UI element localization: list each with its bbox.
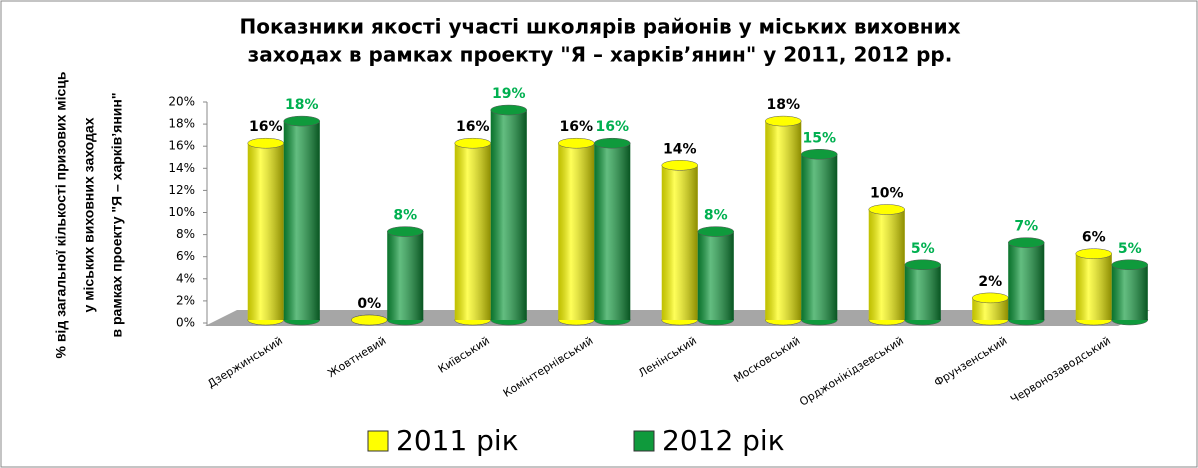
value-label: 16% [249,119,283,135]
bar-shade [765,121,802,320]
value-label: 19% [492,86,526,102]
legend-label: 2011 рік [396,424,519,457]
value-label: 7% [1014,219,1038,235]
value-label: 0% [357,296,381,312]
value-label: 18% [766,97,800,113]
bar-top [765,115,802,127]
bar-top [904,259,941,270]
bar-shade [661,165,698,320]
bar-shade [1075,253,1112,320]
bar-shade [1008,242,1045,320]
value-label: 5% [1118,241,1142,257]
bar-shade [594,143,631,320]
legend-label: 2012 рік [662,424,785,457]
bar-top [558,137,595,149]
bar-shade [972,297,1009,320]
value-label: 8% [393,208,417,224]
value-label: 6% [1082,230,1106,246]
bar-shade [868,209,905,320]
value-label: 14% [663,141,697,157]
bar-top [972,292,1009,304]
bar-shade [247,143,284,320]
value-label: 2% [978,274,1002,290]
bar-top [351,314,388,326]
legend-swatch [633,430,655,452]
y-axis-title-line: у міських виховних заходах [81,117,97,312]
bar-shade [558,143,595,320]
value-label: 16% [595,119,629,135]
bar-top [1008,237,1045,248]
bar-top [697,226,734,237]
y-tick-label: 0% [176,316,195,330]
bar-top [283,115,320,127]
y-tick-label: 8% [176,227,195,241]
value-label: 18% [285,97,319,113]
bar-top [247,137,284,149]
value-label: 16% [559,119,593,135]
y-tick-label: 14% [168,161,195,175]
value-label: 10% [870,186,904,202]
bar-top [490,104,527,116]
bar-shade [283,121,320,320]
legend-swatch [367,430,389,452]
bar-shade [697,231,734,320]
bar-top [661,160,698,171]
bar-shade [387,231,424,320]
bar-shade [801,154,838,320]
value-label: 15% [802,130,836,146]
bar-shade [454,143,491,320]
chart-title: заходах в рамках проекту "Я – харків’яни… [248,43,953,67]
value-label: 16% [456,119,490,135]
y-tick-label: 12% [168,183,195,197]
y-tick-label: 20% [168,95,195,109]
bar-top [387,226,424,237]
bar-top [454,137,491,149]
y-axis-title: % від загальної кількості призових місць… [53,71,125,358]
y-tick-label: 4% [176,271,195,285]
bar-top [801,149,838,160]
bar-shade [904,264,941,320]
bar-top [1075,248,1112,259]
bar-shade [490,110,527,320]
bar-top [594,137,631,149]
value-label: 8% [704,208,728,224]
value-label: 5% [911,241,935,257]
y-tick-label: 18% [168,117,195,131]
chart-title: Показники якості участі школярів районів… [239,15,960,39]
y-tick-label: 6% [176,249,195,263]
bar-top [868,204,905,215]
y-tick-label: 16% [168,139,195,153]
y-tick-label: 10% [168,205,195,219]
bar-shade [1111,264,1148,320]
y-axis-title-line: в рамках проекту "Я – харків’янин" [109,93,125,338]
y-axis-title-line: % від загальної кількості призових місць [53,71,69,358]
bar-top [1111,259,1148,270]
y-tick-label: 2% [176,293,195,307]
